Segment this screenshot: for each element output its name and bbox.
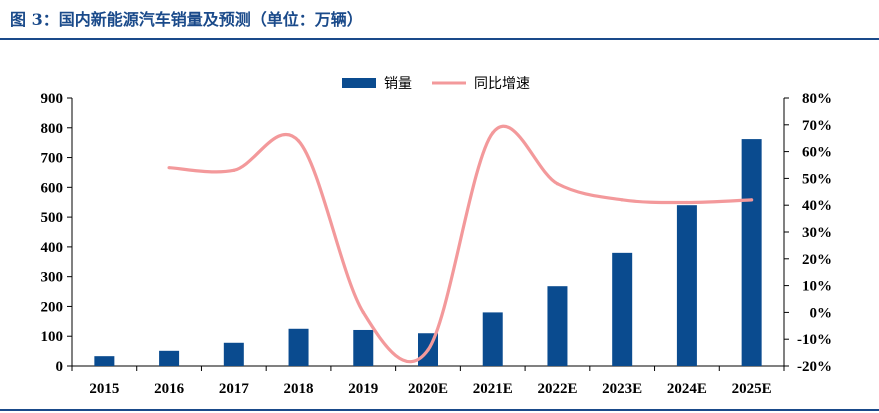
bar-2023E [612, 252, 633, 366]
right-tick-label: 80% [802, 91, 832, 107]
x-tick-label: 2016 [154, 381, 185, 397]
x-tick-label: 2017 [219, 381, 250, 397]
x-tick-label: 2018 [284, 381, 314, 397]
title-rule [0, 38, 879, 40]
growth-point-2020E [426, 348, 430, 352]
axes: 0 100 200 300 400 500 600 700 800 900 -20% -10% 0% 10… [41, 91, 833, 375]
bar-2025E [741, 139, 762, 366]
legend-swatch-bar [342, 78, 376, 88]
left-tick-label: 300 [41, 270, 64, 286]
growth-point-2019 [361, 310, 365, 314]
growth-line-path [168, 124, 752, 364]
left-tick-label: 600 [41, 180, 64, 196]
left-tick-label: 400 [41, 240, 64, 256]
left-tick-label: 100 [41, 329, 64, 345]
bar-2021E [482, 312, 503, 366]
right-tick-label: -20% [797, 359, 832, 375]
right-tick-label: 70% [802, 118, 832, 134]
right-tick-label: 30% [802, 225, 832, 241]
right-tick-label: 0% [810, 305, 833, 321]
x-tick-label: 2015 [89, 381, 119, 397]
bar-2019 [353, 329, 374, 366]
legend-label-bar: 销量 [384, 76, 412, 92]
legend-label-line: 同比增速 [474, 76, 530, 92]
bars [94, 139, 762, 366]
right-tick-label: 60% [802, 145, 832, 161]
x-tick-label: 2023E [602, 381, 642, 397]
growth-point-2021E [491, 131, 495, 135]
x-tick-label: 2021E [473, 381, 513, 397]
x-tick-label: 2020E [408, 381, 448, 397]
figure-title: 图 3：国内新能源汽车销量及预测（单位：万辆） [10, 10, 363, 29]
growth-point-2016 [167, 166, 171, 170]
bar-2015 [94, 356, 115, 366]
growth-point-2018 [296, 139, 301, 143]
left-tick-label: 200 [41, 299, 64, 315]
x-tick-label: 2025E [732, 381, 772, 397]
bar-2024E [676, 205, 697, 366]
growth-point-2025E [750, 198, 754, 202]
bar-2017 [223, 342, 244, 366]
x-tick-label: 2019 [348, 381, 378, 397]
right-tick-label: 50% [802, 171, 832, 187]
bar-2016 [159, 350, 180, 366]
x-tick-label: 2022E [537, 381, 577, 397]
growth-point-2022E [555, 182, 560, 186]
growth-point-2024E [685, 200, 689, 205]
left-tick-label: 700 [41, 151, 64, 167]
right-tick-label: -10% [797, 332, 832, 348]
legend: 销量 同比增速 [342, 76, 530, 92]
bar-2018 [288, 328, 309, 366]
left-tick-label: 500 [41, 210, 64, 226]
left-tick-label: 0 [56, 359, 64, 375]
growth-point-2023E [620, 198, 624, 202]
growth-point-2017 [232, 168, 236, 172]
right-tick-label: 10% [802, 279, 832, 295]
left-tick-label: 900 [41, 91, 64, 107]
left-tick-label: 800 [41, 121, 64, 137]
bar-2022E [547, 286, 568, 366]
right-tick-label: 20% [802, 252, 832, 268]
growth-line [167, 124, 754, 364]
right-tick-label: 40% [802, 198, 832, 214]
bottom-rule [0, 409, 879, 411]
x-tick-label: 2024E [667, 381, 707, 397]
x-tick-labels: 2015 2016 2017 2018 2019 2020E 2021E 2022E 2023E… [89, 381, 771, 397]
